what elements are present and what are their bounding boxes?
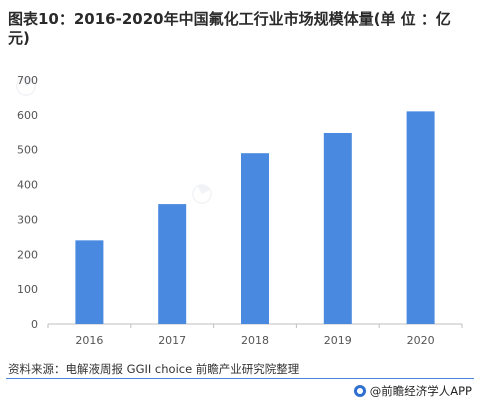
source-note: 资料来源：电解液周报 GGII choice 前瞻产业研究院整理 xyxy=(8,362,300,376)
bar-2017 xyxy=(158,204,187,324)
y-tick-label: 400 xyxy=(17,179,38,192)
y-tick-label: 700 xyxy=(17,74,38,87)
x-axis-ticks: 2016 2017 2018 2019 2020 xyxy=(47,324,463,347)
y-axis-ticks: 0 100 200 300 400 500 600 700 xyxy=(17,74,38,331)
footer-divider xyxy=(6,378,474,379)
x-tick-label: 2016 xyxy=(75,334,103,347)
y-tick-label: 300 xyxy=(17,213,38,226)
y-tick-label: 600 xyxy=(17,109,38,122)
x-tick-label: 2017 xyxy=(158,334,186,347)
brand-label: @前瞻经济学人APP xyxy=(369,384,472,398)
bar-chart: 0 100 200 300 400 500 600 700 2016 2017 2018 2019 2… xyxy=(0,56,480,356)
bar-2016 xyxy=(75,240,104,324)
y-tick-label: 500 xyxy=(17,144,38,157)
bar-2020 xyxy=(406,111,435,324)
x-tick-label: 2020 xyxy=(407,334,435,347)
figure-title: 图表10：2016-2020年中国氟化工行业市场规模体量(单 位 ：亿元) xyxy=(8,10,451,47)
brand-credit: @前瞻经济学人APP xyxy=(353,383,472,399)
bars xyxy=(75,111,435,324)
bar-2018 xyxy=(241,153,269,324)
bar-2019 xyxy=(323,132,352,324)
x-tick-label: 2018 xyxy=(241,334,269,347)
y-tick-label: 0 xyxy=(31,318,38,331)
y-tick-label: 100 xyxy=(17,283,38,296)
x-tick-label: 2019 xyxy=(324,334,352,347)
brand-logo-icon xyxy=(353,385,366,397)
y-tick-label: 200 xyxy=(17,248,38,261)
